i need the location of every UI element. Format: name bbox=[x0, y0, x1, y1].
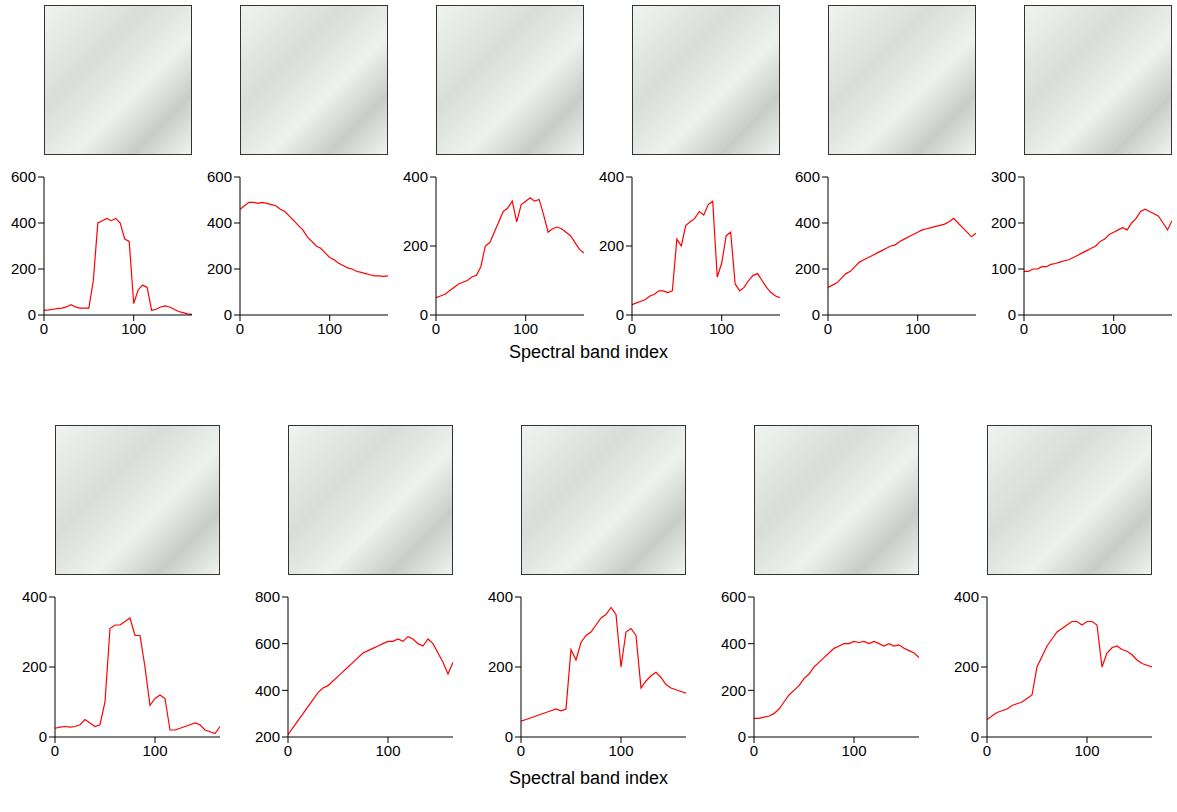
svg-text:300: 300 bbox=[991, 169, 1016, 185]
svg-text:100: 100 bbox=[513, 320, 538, 337]
svg-text:0: 0 bbox=[236, 320, 244, 337]
html-text:Spectral band index: Spectral band index bbox=[508, 342, 668, 362]
svg-text:400: 400 bbox=[207, 214, 232, 231]
svg-text:0: 0 bbox=[750, 742, 758, 759]
svg-text:400: 400 bbox=[403, 169, 428, 185]
svg-text:0: 0 bbox=[420, 306, 428, 323]
svg-text:600: 600 bbox=[207, 169, 232, 185]
svg-text:0: 0 bbox=[284, 742, 292, 759]
svg-text:0: 0 bbox=[812, 306, 820, 323]
svg-text:0: 0 bbox=[1008, 306, 1016, 323]
svg-text:0: 0 bbox=[432, 320, 440, 337]
svg-text:800: 800 bbox=[255, 589, 280, 605]
svg-text:0: 0 bbox=[738, 728, 746, 745]
svg-text:0: 0 bbox=[971, 728, 979, 745]
svg-text:400: 400 bbox=[721, 635, 746, 652]
svg-text:100: 100 bbox=[142, 742, 167, 759]
svg-text:200: 200 bbox=[991, 214, 1016, 231]
svg-text:100: 100 bbox=[905, 320, 930, 337]
svg-text:400: 400 bbox=[795, 214, 820, 231]
svg-text:100: 100 bbox=[709, 320, 734, 337]
svg-text:400: 400 bbox=[488, 589, 513, 605]
svg-text:200: 200 bbox=[11, 260, 36, 277]
svg-text:100: 100 bbox=[608, 742, 633, 759]
svg-text:200: 200 bbox=[403, 237, 428, 254]
svg-text:200: 200 bbox=[599, 237, 624, 254]
svg-text:400: 400 bbox=[954, 589, 979, 605]
svg-text:400: 400 bbox=[11, 214, 36, 231]
svg-text:200: 200 bbox=[954, 658, 979, 675]
svg-text:0: 0 bbox=[224, 306, 232, 323]
svg-text:200: 200 bbox=[488, 658, 513, 675]
svg-text:100: 100 bbox=[991, 260, 1016, 277]
svg-text:100: 100 bbox=[375, 742, 400, 759]
svg-text:100: 100 bbox=[1101, 320, 1126, 337]
html-text:Spectral band index: Spectral band index bbox=[508, 768, 668, 788]
svg-text:600: 600 bbox=[11, 169, 36, 185]
svg-text:400: 400 bbox=[22, 589, 47, 605]
svg-text:0: 0 bbox=[40, 320, 48, 337]
svg-text:100: 100 bbox=[1074, 742, 1099, 759]
svg-text:600: 600 bbox=[255, 635, 280, 652]
svg-text:0: 0 bbox=[39, 728, 47, 745]
svg-text:0: 0 bbox=[51, 742, 59, 759]
svg-text:600: 600 bbox=[795, 169, 820, 185]
svg-text:0: 0 bbox=[616, 306, 624, 323]
svg-text:100: 100 bbox=[317, 320, 342, 337]
svg-text:0: 0 bbox=[505, 728, 513, 745]
svg-text:0: 0 bbox=[28, 306, 36, 323]
svg-text:0: 0 bbox=[983, 742, 991, 759]
svg-text:100: 100 bbox=[841, 742, 866, 759]
svg-text:100: 100 bbox=[121, 320, 146, 337]
svg-text:200: 200 bbox=[255, 728, 280, 745]
svg-text:200: 200 bbox=[207, 260, 232, 277]
svg-text:600: 600 bbox=[721, 589, 746, 605]
svg-text:200: 200 bbox=[22, 658, 47, 675]
svg-text:400: 400 bbox=[599, 169, 624, 185]
svg-text:200: 200 bbox=[721, 682, 746, 699]
svg-text:400: 400 bbox=[255, 682, 280, 699]
svg-text:200: 200 bbox=[795, 260, 820, 277]
svg-text:0: 0 bbox=[824, 320, 832, 337]
svg-text:0: 0 bbox=[517, 742, 525, 759]
svg-text:0: 0 bbox=[1020, 320, 1028, 337]
svg-text:0: 0 bbox=[628, 320, 636, 337]
